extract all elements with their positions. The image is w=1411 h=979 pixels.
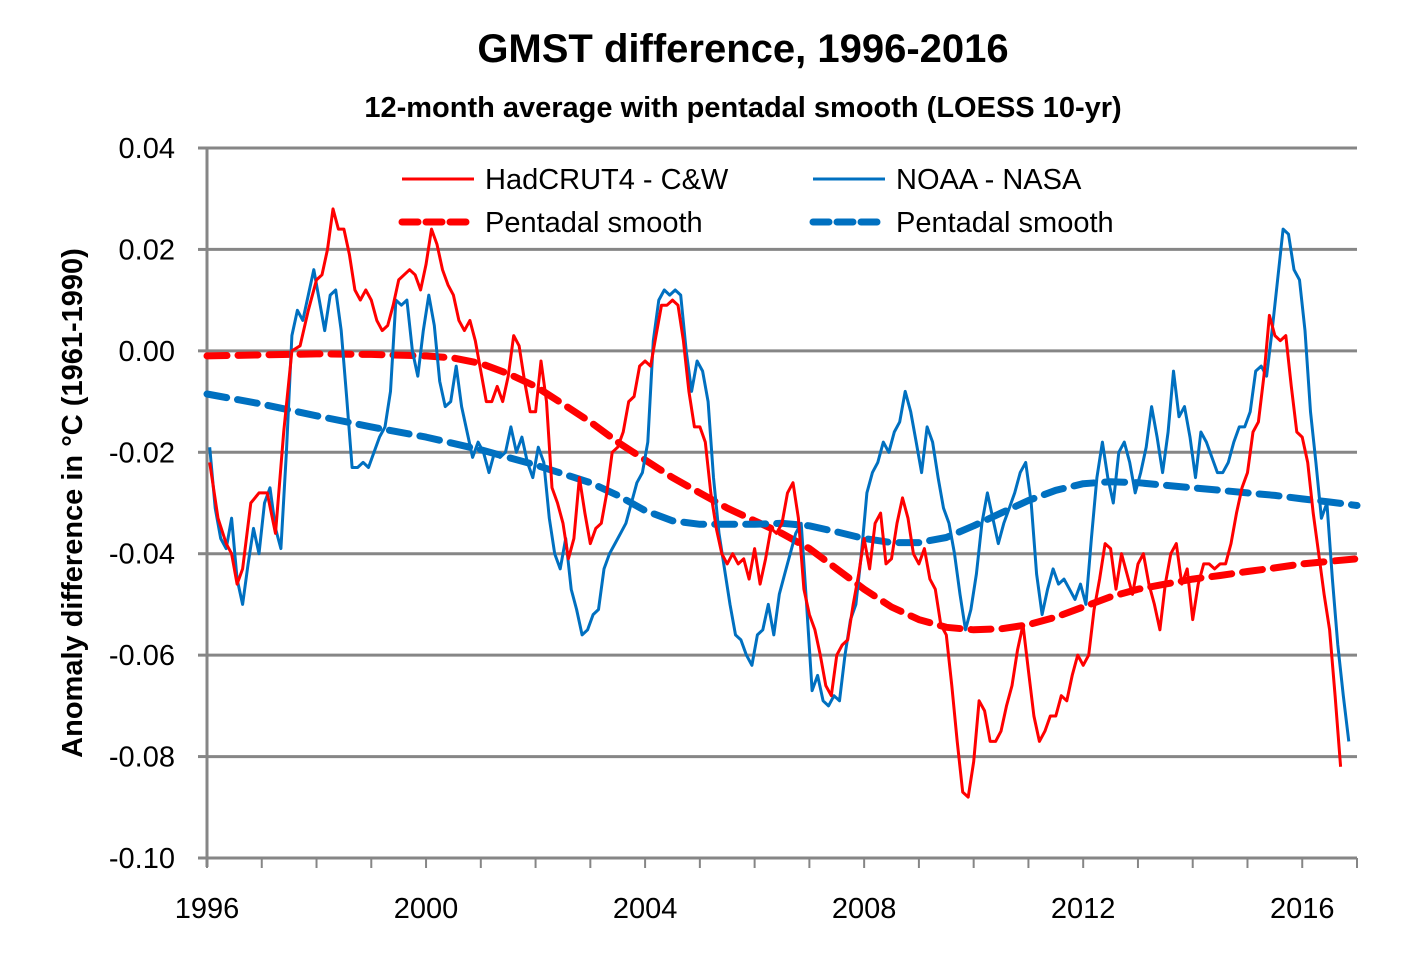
y-tick-label: 0.04 [119, 133, 175, 165]
y-tick-labels: 0.04 0.02 0.00 -0.02 -0.04 -0.06 -0.08 -0.10 [109, 133, 175, 875]
y-tick-label: -0.06 [109, 640, 175, 672]
x-tick-labels: 1996 2000 2004 2008 2012 2016 [175, 893, 1335, 925]
gridlines [207, 146, 1357, 759]
noaa-pentadal-smooth-line [203, 390, 1361, 547]
legend: HadCRUT4 - C&W NOAA - NASA Pentadal smooth… [398, 164, 1114, 239]
hadcrut-cw-line [208, 207, 1343, 799]
legend-label: Pentadal smooth [896, 207, 1114, 239]
y-axis-label: Anomaly difference in °C (1961-1990) [57, 248, 89, 758]
legend-label: Pentadal smooth [485, 207, 703, 239]
x-tick-label: 2016 [1270, 893, 1335, 925]
y-tick-label: 0.02 [119, 234, 175, 266]
noaa-nasa-line [208, 227, 1351, 742]
y-tick-label: -0.10 [109, 843, 175, 875]
y-tick-label: -0.08 [109, 742, 175, 774]
chart-subtitle: 12-month average with pentadal smooth (L… [364, 92, 1121, 124]
axes [198, 146, 1358, 868]
y-tick-label: -0.04 [109, 539, 175, 571]
y-tick-label: -0.02 [109, 437, 175, 469]
legend-label: NOAA - NASA [896, 164, 1082, 196]
x-tick-label: 2008 [832, 893, 897, 925]
y-tick-label: 0.00 [119, 336, 175, 368]
x-tick-label: 2004 [613, 893, 678, 925]
x-tick-label: 1996 [175, 893, 240, 925]
x-tick-label: 2000 [394, 893, 459, 925]
chart-title: GMST difference, 1996-2016 [477, 27, 1008, 71]
legend-label: HadCRUT4 - C&W [485, 164, 729, 196]
x-tick-label: 2012 [1051, 893, 1116, 925]
series-group [203, 207, 1361, 799]
